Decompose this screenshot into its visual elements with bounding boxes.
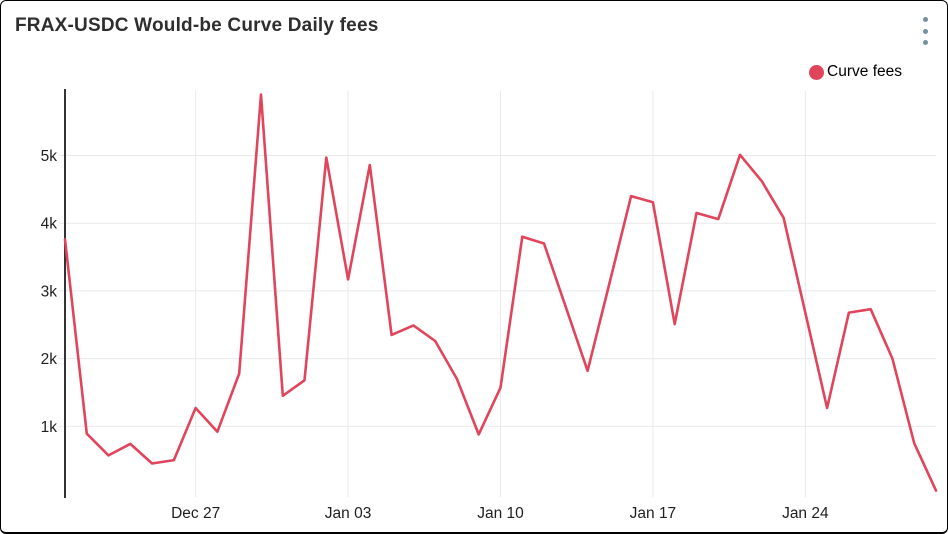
legend-marker-icon [809,64,825,80]
y-axis-tick-label: 2k [41,351,58,368]
x-axis-tick-label: Jan 17 [630,505,677,522]
y-axis-tick-label: 4k [41,216,58,233]
y-axis-tick-label: 1k [41,419,58,436]
curve-fees-series-line [63,93,938,492]
x-axis-tick-label: Dec 27 [171,505,220,522]
kebab-dot-icon [922,28,928,34]
x-axis-tick-label: Jan 03 [325,505,372,522]
y-axis-tick-label: 5k [41,148,58,165]
x-axis-tick-label: Jan 24 [782,505,829,522]
x-axis-tick-label: Jan 10 [477,505,524,522]
y-axis-tick-label: 3k [41,283,58,300]
chart-title: FRAX-USDC Would-be Curve Daily fees [15,15,379,36]
legend-label: Curve fees [827,63,902,80]
kebab-dot-icon [922,17,928,22]
legend-item-curve-fees[interactable]: Curve fees [809,62,902,82]
kebab-menu-button[interactable] [914,16,936,46]
kebab-dot-icon [922,40,928,45]
